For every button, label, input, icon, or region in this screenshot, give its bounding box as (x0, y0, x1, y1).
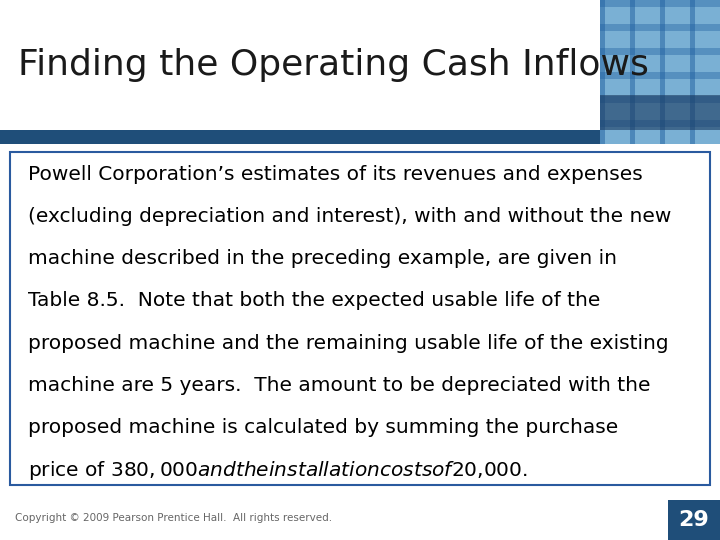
Bar (600, 48, 720, 55)
Bar (668, 500, 720, 540)
Text: proposed machine and the remaining usable life of the existing: proposed machine and the remaining usabl… (28, 334, 669, 353)
Text: Table 8.5.  Note that both the expected usable life of the: Table 8.5. Note that both the expected u… (28, 292, 600, 310)
Text: Copyright © 2009 Pearson Prentice Hall.  All rights reserved.: Copyright © 2009 Pearson Prentice Hall. … (15, 513, 332, 523)
Bar (600, 24, 720, 31)
Bar (0, 130, 720, 144)
Text: price of $380,000 and the installation costs of $20,000.: price of $380,000 and the installation c… (28, 458, 528, 482)
Bar (690, 0, 695, 144)
Bar (600, 96, 720, 103)
Bar (10, 152, 710, 485)
Text: (excluding depreciation and interest), with and without the new: (excluding depreciation and interest), w… (28, 207, 671, 226)
Bar (660, 0, 665, 144)
Text: machine described in the preceding example, are given in: machine described in the preceding examp… (28, 249, 617, 268)
Bar (0, 0, 720, 130)
Text: Finding the Operating Cash Inflows: Finding the Operating Cash Inflows (18, 48, 649, 82)
Bar (600, 72, 720, 79)
Bar (600, 120, 720, 127)
Text: machine are 5 years.  The amount to be depreciated with the: machine are 5 years. The amount to be de… (28, 376, 650, 395)
Text: 29: 29 (679, 510, 709, 530)
Text: Powell Corporation’s estimates of its revenues and expenses: Powell Corporation’s estimates of its re… (28, 165, 643, 184)
Bar (600, 0, 605, 144)
Bar (630, 0, 634, 144)
Bar (600, 0, 720, 144)
Text: proposed machine is calculated by summing the purchase: proposed machine is calculated by summin… (28, 418, 618, 437)
Bar (600, 0, 720, 7)
Bar (600, 95, 720, 130)
Bar (0, 144, 720, 540)
